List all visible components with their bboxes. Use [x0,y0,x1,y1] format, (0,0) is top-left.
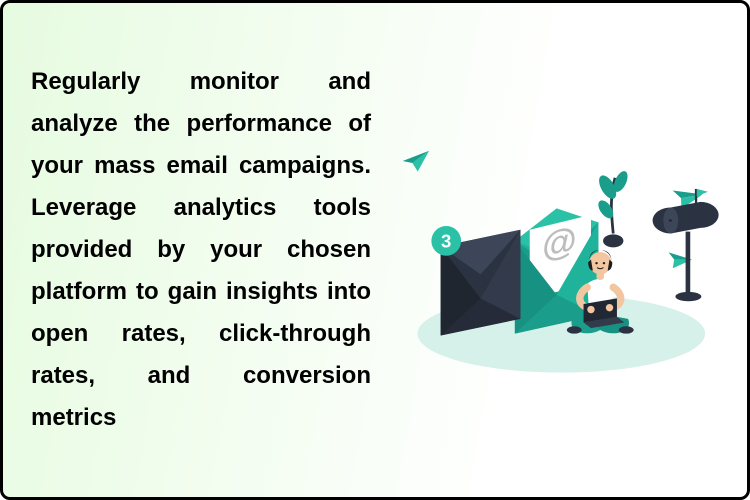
info-card: Regularly monitor and analyze the perfor… [0,0,750,500]
notification-badge: 3 [431,226,461,256]
body-text: Regularly monitor and analyze the perfor… [31,61,371,439]
plant-icon [595,169,630,247]
envelope-dark-icon: 3 [431,226,520,335]
mailbox-base [675,292,701,301]
illustration-svg: @ 3 [385,111,719,389]
at-symbol: @ [542,219,576,266]
mailbox-icon [653,189,719,297]
paper-plane-icon [402,151,433,174]
email-illustration: @ 3 [385,33,719,467]
badge-number: 3 [441,230,451,251]
